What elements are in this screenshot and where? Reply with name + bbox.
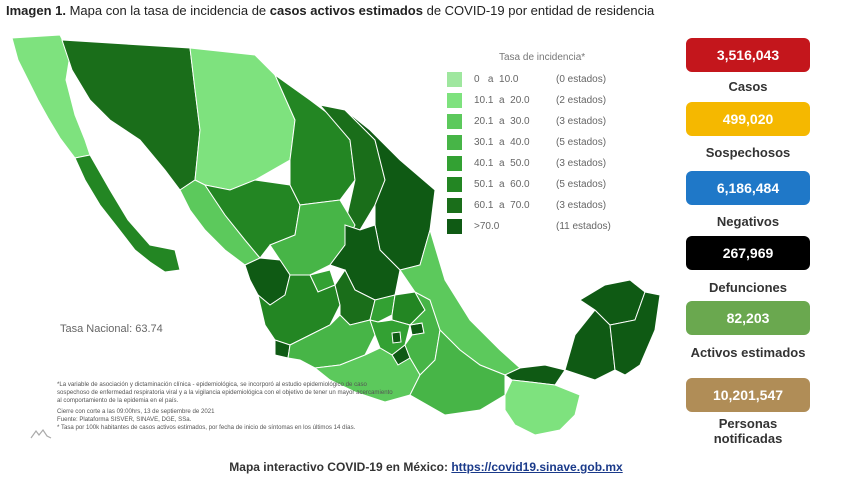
legend-swatch <box>447 135 462 150</box>
legend: Tasa de incidencia* 0 a 10.0 (0 estados) 1… <box>447 52 617 237</box>
legend-range: 10.1 a 20.0 <box>474 95 530 106</box>
tasa-nacional: Tasa Nacional: 63.74 <box>60 323 163 335</box>
legend-item: 0 a 10.0 (0 estados) <box>447 69 617 90</box>
stat-value-box: 6,186,484 <box>686 171 810 205</box>
stat-label: Activos estimados <box>690 345 806 360</box>
legend-item: 50.1 a 60.0 (5 estados) <box>447 174 617 195</box>
stat-label: Personas notificadas <box>713 416 783 446</box>
footnote-4: * Tasa por 100k habitantes de casos acti… <box>57 424 356 431</box>
legend-range: 50.1 a 60.0 <box>474 179 530 190</box>
stat-value-box: 82,203 <box>686 301 810 335</box>
legend-item: 40.1 a 50.0 (3 estados) <box>447 153 617 174</box>
footer: Mapa interactivo COVID-19 en México: htt… <box>0 460 852 474</box>
footnote-2: Cierre con corte a las 09:00hrs, 13 de s… <box>57 408 215 415</box>
stat-label: Defunciones <box>708 280 787 295</box>
mexico-incidence-map <box>11 34 661 436</box>
legend-count: (11 estados) <box>556 221 611 232</box>
legend-count: (3 estados) <box>556 200 607 211</box>
state-baja-california-sur <box>74 154 181 273</box>
footnote-3: Fuente: Plataforma SISVER, SINAVE, DGE, … <box>57 416 192 423</box>
stat-label: Sospechosos <box>705 145 791 160</box>
stat-label: Casos <box>728 79 768 94</box>
legend-range: >70.0 <box>474 221 500 232</box>
legend-item: 60.1 a 70.0 (3 estados) <box>447 195 617 216</box>
legend-title: Tasa de incidencia* <box>499 52 586 63</box>
legend-swatch <box>447 219 462 234</box>
title-text-1: Mapa con la tasa de incidencia de <box>65 3 270 18</box>
legend-swatch <box>447 114 462 129</box>
legend-item: 10.1 a 20.0 (2 estados) <box>447 90 617 111</box>
legend-swatch <box>447 177 462 192</box>
stat-label: Negativos <box>716 214 780 229</box>
legend-swatch <box>447 198 462 213</box>
state-chiapas <box>504 379 581 436</box>
legend-range: 20.1 a 30.0 <box>474 116 530 127</box>
stat-value-box: 499,020 <box>686 102 810 136</box>
legend-item: >70.0 (11 estados) <box>447 216 617 237</box>
footnote-1: *La variable de asociación y dictaminaci… <box>57 381 393 404</box>
state-quintana-roo <box>609 291 661 376</box>
footnotes: *La variable de asociación y dictaminaci… <box>57 381 397 432</box>
legend-range: 0 a 10.0 <box>474 74 519 85</box>
state-queretaro <box>369 294 396 323</box>
stat-value-box: 3,516,043 <box>686 38 810 72</box>
title-text-2: de COVID-19 por entidad de residencia <box>422 3 655 18</box>
legend-count: (3 estados) <box>556 158 607 169</box>
legend-item: 30.1 a 40.0 (5 estados) <box>447 132 617 153</box>
legend-swatch <box>447 93 462 108</box>
state-chihuahua <box>189 47 296 191</box>
legend-range: 40.1 a 50.0 <box>474 158 530 169</box>
lab-logo-icon <box>30 428 52 439</box>
stat-value-box: 267,969 <box>686 236 810 270</box>
state-cdmx <box>391 331 402 344</box>
title-bold: casos activos estimados <box>269 3 423 18</box>
legend-swatch <box>447 72 462 87</box>
title-prefix: Imagen 1. <box>6 3 66 18</box>
footer-text: Mapa interactivo COVID-19 en México: <box>229 460 452 474</box>
legend-count: (5 estados) <box>556 137 607 148</box>
legend-swatch <box>447 156 462 171</box>
footer-link[interactable]: https://covid19.sinave.gob.mx <box>451 460 623 474</box>
legend-range: 60.1 a 70.0 <box>474 200 530 211</box>
legend-count: (5 estados) <box>556 179 607 190</box>
image-title: Imagen 1. Mapa con la tasa de incidencia… <box>6 3 654 18</box>
state-guerrero <box>313 347 421 403</box>
legend-range: 30.1 a 40.0 <box>474 137 530 148</box>
legend-count: (2 estados) <box>556 95 607 106</box>
stat-value-box: 10,201,547 <box>686 378 810 412</box>
legend-item: 20.1 a 30.0 (3 estados) <box>447 111 617 132</box>
legend-count: (0 estados) <box>556 74 607 85</box>
legend-count: (3 estados) <box>556 116 607 127</box>
